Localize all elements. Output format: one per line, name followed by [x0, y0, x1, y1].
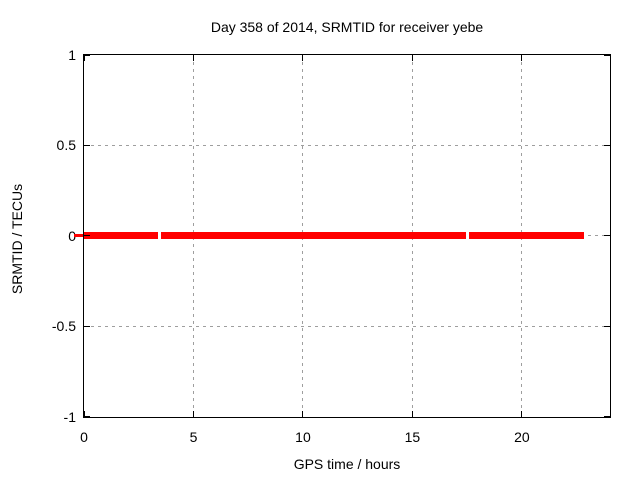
data-series-left-cap: [74, 234, 83, 238]
y-tick-right: [603, 144, 610, 146]
x-tick-bottom: [192, 410, 194, 417]
y-tick-label: -1: [63, 408, 76, 425]
y-gridline: [84, 144, 610, 146]
x-tick-top: [302, 55, 304, 61]
x-tick-top: [411, 55, 413, 61]
y-tick-right: [603, 416, 610, 417]
x-tick-label: 10: [295, 428, 311, 445]
y-tick-left: [84, 325, 90, 327]
x-tick-bottom: [411, 410, 413, 417]
x-tick-top: [192, 55, 194, 61]
y-tick-left: [84, 144, 90, 146]
y-tick-right: [603, 325, 610, 327]
data-series-segment: [468, 232, 584, 240]
x-tick-bottom: [302, 410, 304, 417]
x-tick-label: 20: [514, 428, 530, 445]
x-tick-top: [83, 55, 85, 61]
x-tick-label: 0: [80, 428, 88, 445]
x-tick-label: 5: [189, 428, 198, 445]
y-tick-right: [603, 235, 610, 237]
x-tick-bottom: [521, 410, 523, 417]
y-tick-label: 1: [68, 47, 76, 63]
x-tick-label: 15: [404, 428, 421, 445]
y-tick-label: 0.5: [56, 137, 76, 154]
y-tick-left: [84, 235, 90, 237]
x-tick-bottom: [83, 410, 85, 417]
y-gridline: [84, 325, 610, 327]
y-tick-left: [84, 54, 90, 56]
y-tick-left: [84, 416, 90, 417]
data-series-segment: [84, 232, 158, 240]
data-series-segment: [160, 232, 467, 240]
y-tick-right: [603, 54, 610, 56]
x-axis-label: GPS time / hours: [293, 456, 401, 472]
y-tick-label: -0.5: [51, 318, 76, 335]
x-tick-top: [521, 55, 523, 61]
chart-title: Day 358 of 2014, SRMTID for receiver yeb…: [210, 19, 484, 35]
y-tick-label: 0: [68, 227, 76, 244]
